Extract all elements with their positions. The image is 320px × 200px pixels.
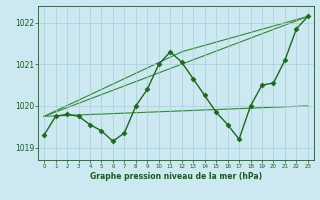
X-axis label: Graphe pression niveau de la mer (hPa): Graphe pression niveau de la mer (hPa) <box>90 172 262 181</box>
